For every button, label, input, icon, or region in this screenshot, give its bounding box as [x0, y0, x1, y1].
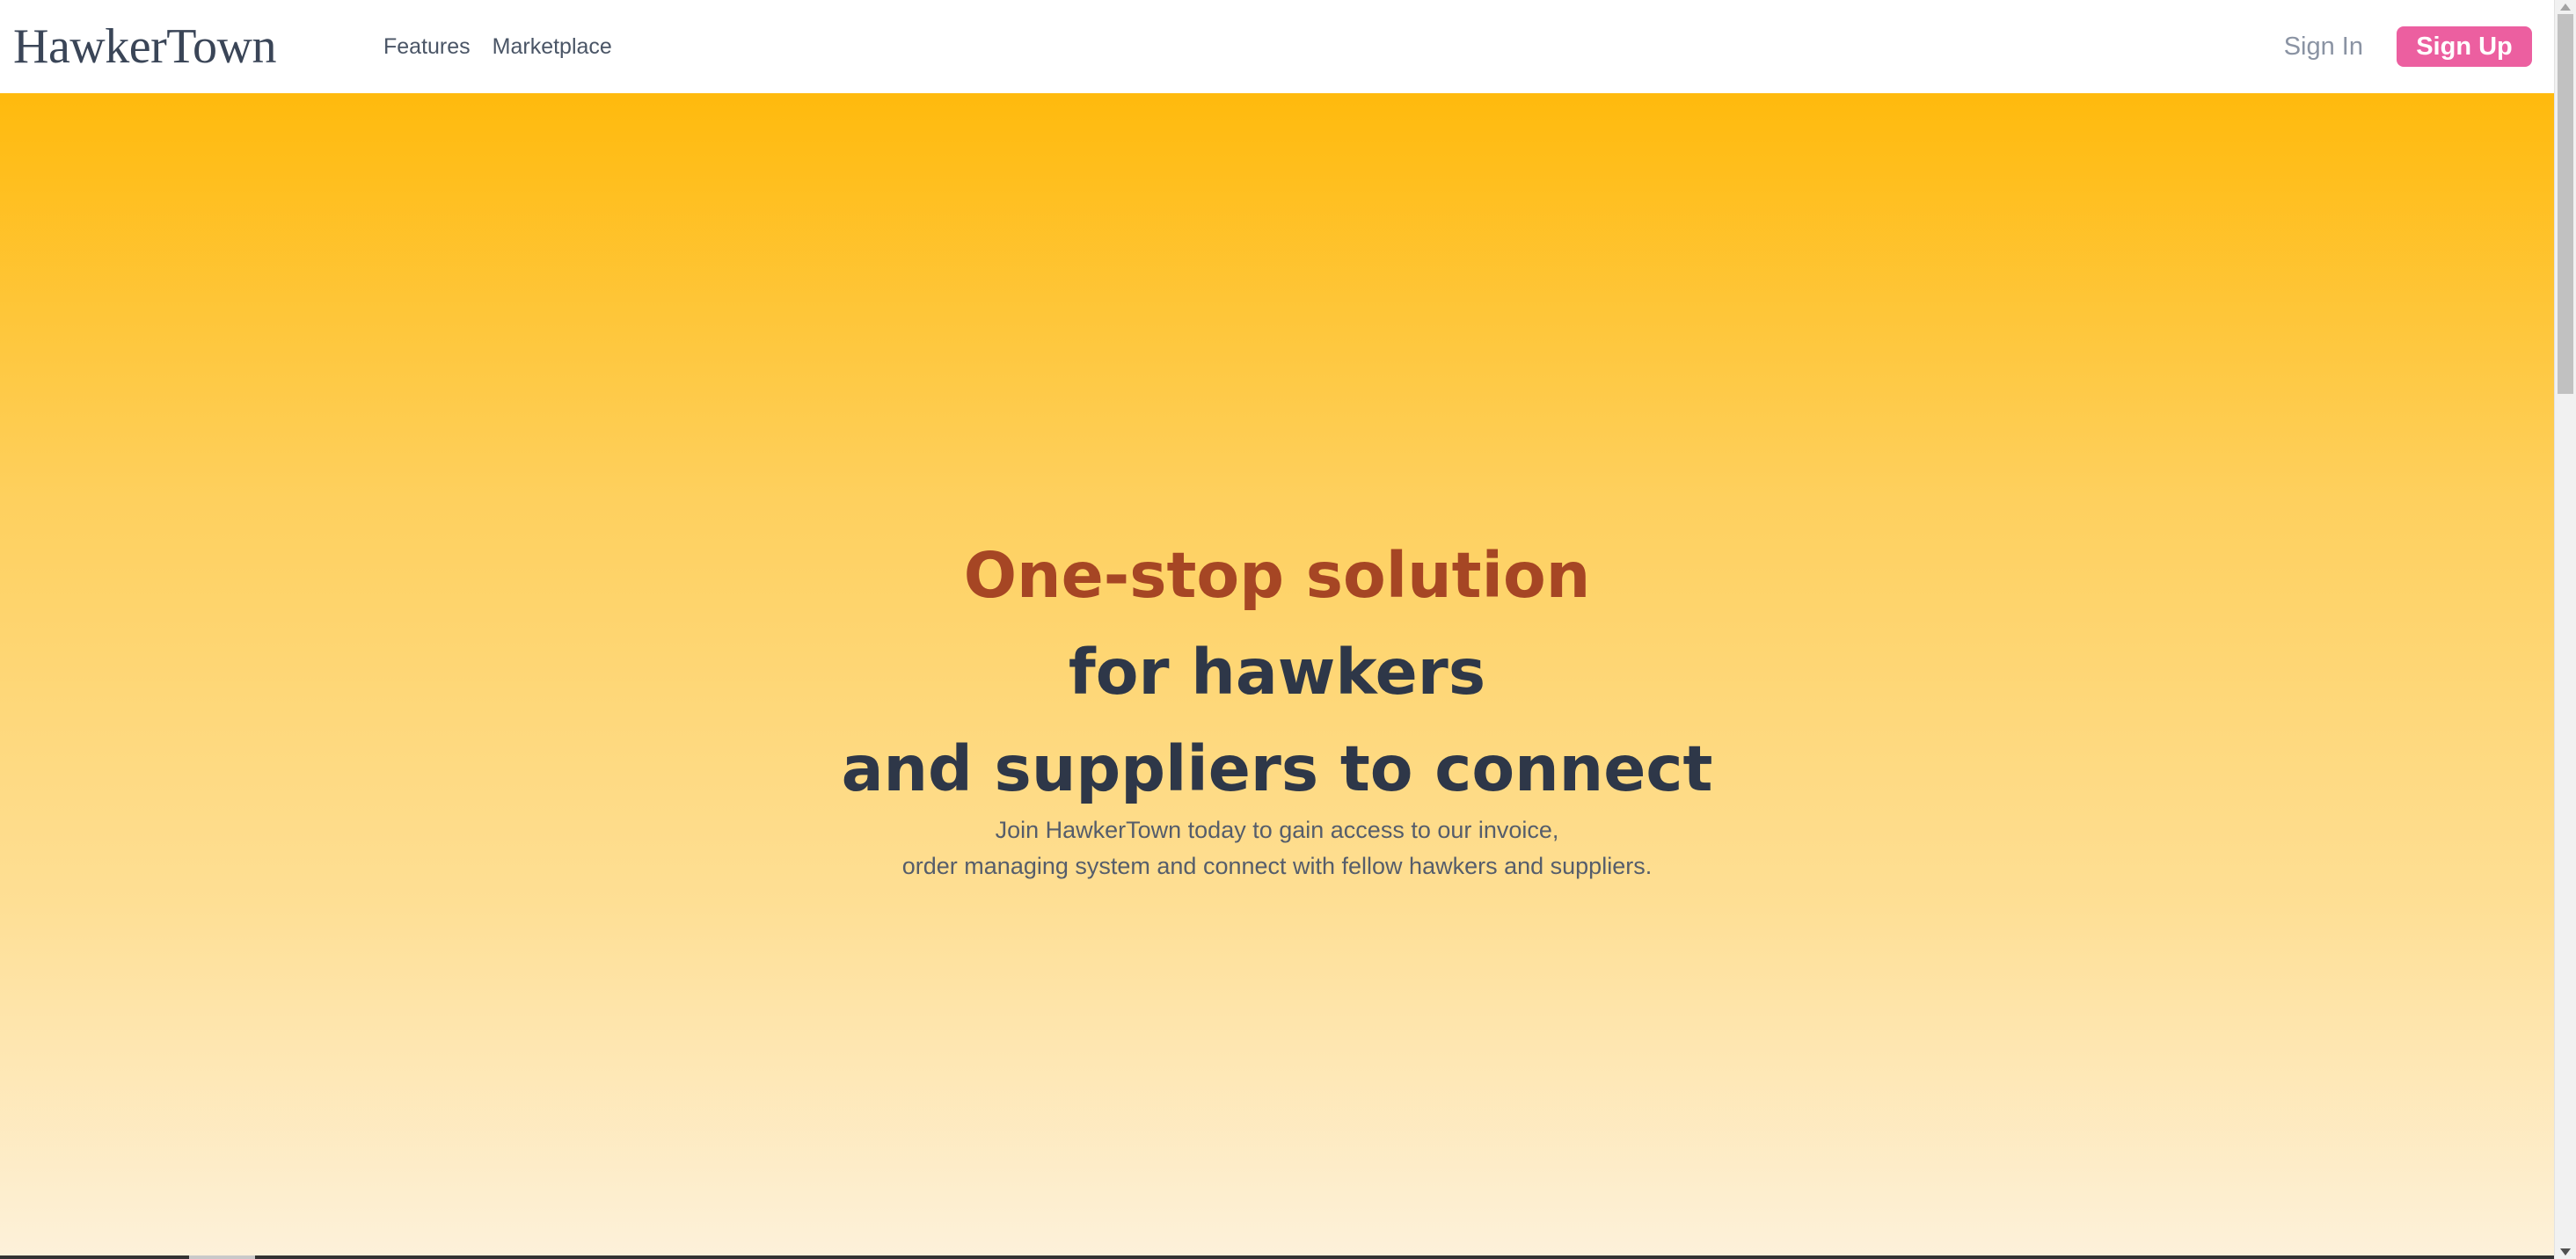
nav-links: Features Marketplace [383, 34, 612, 60]
navbar: HawkerTown Features Marketplace Sign In … [0, 0, 2554, 93]
hero-subtitle-line-1: Join HawkerTown today to gain access to … [995, 817, 1559, 843]
scrollbar-thumb[interactable] [2558, 14, 2573, 394]
nav-link-marketplace[interactable]: Marketplace [492, 33, 612, 59]
hero-title-line-1: One-stop solution [963, 539, 1591, 612]
scroll-up-arrow-icon[interactable] [2560, 4, 2571, 11]
brand-logo[interactable]: HawkerTown [13, 19, 276, 74]
hero-title-line-2: for hawkers [1068, 636, 1486, 709]
hero-title-line-3: and suppliers to connect [841, 732, 1713, 805]
window-bottom-edge [0, 1255, 2554, 1259]
scroll-down-arrow-icon[interactable] [2560, 1248, 2571, 1255]
vertical-scrollbar[interactable] [2554, 0, 2576, 1259]
hero-section: One-stop solution for hawkers and suppli… [0, 93, 2554, 1255]
nav-actions: Sign In Sign Up [2284, 0, 2532, 93]
hero-subtitle: Join HawkerTown today to gain access to … [0, 812, 2554, 884]
horizontal-scroll-indicator[interactable] [189, 1255, 255, 1259]
hero-subtitle-line-2: order managing system and connect with f… [901, 853, 1653, 879]
sign-up-button[interactable]: Sign Up [2397, 26, 2532, 67]
nav-link-features[interactable]: Features [383, 33, 471, 59]
sign-in-link[interactable]: Sign In [2283, 32, 2363, 61]
hero-title: One-stop solution for hawkers and suppli… [0, 528, 2554, 818]
